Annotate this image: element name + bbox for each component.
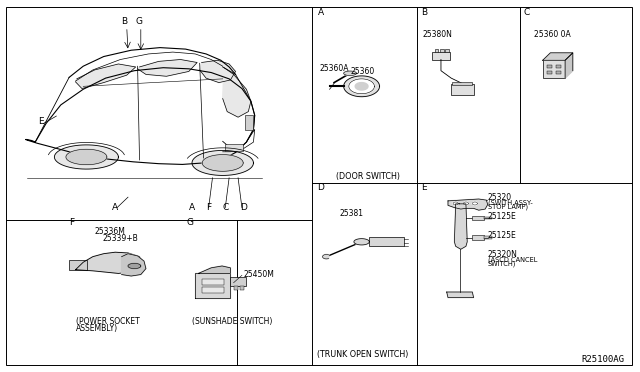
Polygon shape (344, 76, 380, 97)
Polygon shape (66, 149, 107, 165)
Bar (369, 237, 404, 246)
Text: (SUNSHADE SWITCH): (SUNSHADE SWITCH) (192, 317, 273, 326)
Text: 25320: 25320 (488, 193, 512, 202)
Polygon shape (138, 60, 197, 76)
Polygon shape (344, 71, 356, 76)
Text: 25125E: 25125E (488, 231, 516, 240)
Text: A: A (189, 203, 195, 212)
Text: ASSEMBLY): ASSEMBLY) (76, 324, 118, 333)
Text: (POWER SOCKET: (POWER SOCKET (76, 317, 140, 326)
Polygon shape (349, 79, 374, 94)
Bar (472, 216, 484, 220)
Text: F: F (69, 218, 74, 227)
Bar (556, 71, 561, 74)
Text: 25360: 25360 (351, 67, 375, 76)
Bar (234, 286, 238, 290)
Bar (69, 260, 87, 270)
Bar (435, 49, 438, 52)
Bar (484, 236, 492, 239)
Polygon shape (195, 273, 230, 298)
Text: R25100AG: R25100AG (581, 355, 624, 363)
Text: D: D (240, 203, 247, 212)
Bar (547, 71, 552, 74)
Polygon shape (447, 292, 474, 298)
Bar (225, 144, 243, 151)
Bar (202, 279, 224, 285)
Text: 25339+B: 25339+B (102, 234, 138, 243)
Polygon shape (354, 239, 369, 245)
Bar (451, 84, 474, 95)
Polygon shape (454, 204, 467, 249)
Text: 25360 0A: 25360 0A (534, 30, 571, 39)
Text: 25360A: 25360A (320, 64, 349, 73)
Polygon shape (463, 202, 468, 205)
Text: D: D (317, 183, 324, 192)
Text: B: B (421, 8, 428, 17)
Bar (432, 52, 450, 60)
Polygon shape (202, 155, 243, 171)
Bar (472, 235, 484, 240)
Polygon shape (122, 254, 146, 276)
Polygon shape (198, 266, 230, 273)
Polygon shape (453, 202, 458, 205)
Polygon shape (323, 254, 329, 259)
Bar (230, 277, 246, 286)
Polygon shape (472, 202, 477, 205)
Polygon shape (76, 252, 142, 273)
Text: E: E (421, 183, 427, 192)
Bar (240, 286, 244, 290)
Text: G: G (187, 218, 194, 227)
Text: (DOOR SWITCH): (DOOR SWITCH) (336, 171, 400, 180)
Text: 25380N: 25380N (422, 30, 452, 39)
Text: B: B (122, 17, 128, 26)
Bar (484, 217, 492, 219)
Polygon shape (448, 199, 488, 210)
Bar (543, 60, 565, 78)
Polygon shape (200, 60, 236, 83)
Text: SWITCH): SWITCH) (488, 260, 516, 267)
Text: G: G (136, 17, 143, 26)
Text: 25450M: 25450M (243, 270, 274, 279)
Bar (556, 65, 561, 68)
Text: (ASCD CANCEL: (ASCD CANCEL (488, 256, 537, 263)
Text: 25125E: 25125E (488, 212, 516, 221)
Polygon shape (128, 263, 141, 269)
Text: C: C (223, 203, 229, 212)
Bar (245, 115, 253, 130)
Polygon shape (76, 64, 136, 89)
Polygon shape (223, 68, 251, 117)
Bar (440, 49, 444, 52)
Bar (547, 65, 552, 68)
Text: STOP LAMP): STOP LAMP) (488, 203, 528, 210)
Bar (445, 49, 449, 52)
Polygon shape (355, 83, 368, 90)
Text: E: E (38, 116, 44, 125)
Bar (202, 287, 224, 293)
Text: (TRUNK OPEN SWITCH): (TRUNK OPEN SWITCH) (317, 350, 409, 359)
Polygon shape (192, 150, 253, 176)
Text: A: A (317, 8, 324, 17)
Text: 25381: 25381 (339, 209, 364, 218)
Text: 25336M: 25336M (95, 227, 125, 236)
Text: C: C (524, 8, 530, 17)
Text: F: F (206, 203, 211, 212)
Text: 25320N: 25320N (488, 250, 518, 259)
Text: (SWITH ASSY-: (SWITH ASSY- (488, 200, 532, 206)
Bar (452, 82, 472, 85)
Polygon shape (54, 145, 118, 169)
Polygon shape (565, 53, 573, 78)
Text: A: A (112, 203, 118, 212)
Polygon shape (543, 53, 573, 60)
